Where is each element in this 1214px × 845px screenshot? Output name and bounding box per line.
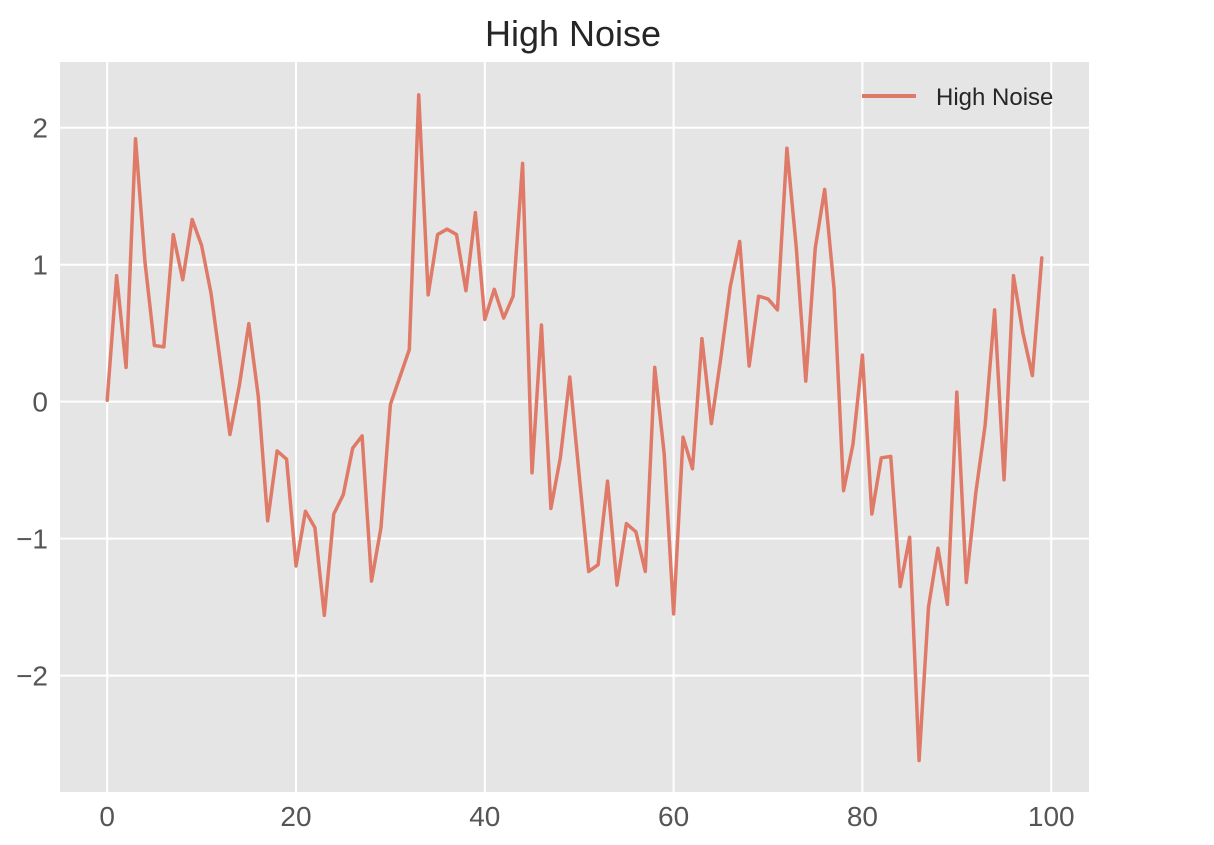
x-tick-label: 100 [1028, 801, 1075, 832]
x-tick-label: 60 [658, 801, 689, 832]
y-tick-label: 0 [32, 387, 48, 418]
legend-label: High Noise [936, 84, 1053, 111]
y-tick-label: 1 [32, 250, 48, 281]
chart-title: High Noise [485, 13, 661, 54]
y-tick-label: −1 [16, 524, 48, 555]
x-tick-label: 0 [99, 801, 115, 832]
series-line [105, 93, 1044, 763]
y-tick-label: −2 [16, 661, 48, 692]
tick-labels: 0 20 40 60 80 100 −2 −1 0 1 2 [16, 113, 1075, 832]
y-tick-label: 2 [32, 113, 48, 144]
x-tick-label: 20 [280, 801, 311, 832]
legend: High Noise [862, 84, 1053, 111]
series-layer [105, 93, 1044, 763]
x-tick-label: 80 [847, 801, 878, 832]
x-tick-label: 40 [469, 801, 500, 832]
grid [60, 62, 1089, 792]
